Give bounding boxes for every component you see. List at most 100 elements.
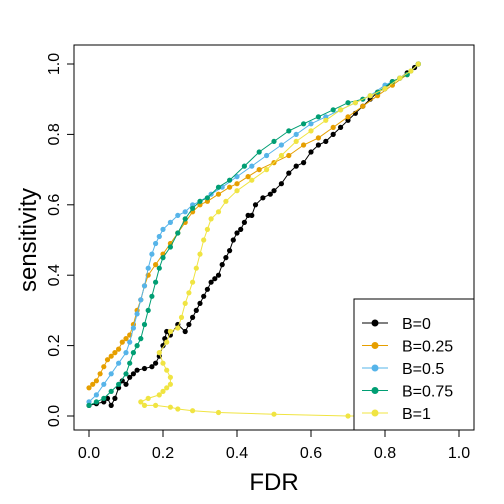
data-point [104, 357, 111, 363]
data-point [215, 272, 222, 278]
data-point [286, 170, 292, 176]
data-point [193, 307, 199, 313]
data-point [186, 290, 192, 296]
y-tick-label: 0.4 [46, 264, 63, 286]
data-point [130, 325, 136, 331]
y-tick-label: 0.6 [46, 194, 63, 216]
x-tick-label: 0.8 [374, 445, 396, 462]
data-point [256, 167, 262, 173]
data-point [223, 198, 229, 204]
data-point [182, 209, 188, 215]
data-point [108, 353, 114, 359]
data-point [108, 388, 114, 394]
data-point [93, 392, 99, 398]
legend-marker [371, 319, 379, 327]
data-point [367, 93, 373, 99]
legend-label: B=0.5 [402, 361, 444, 378]
data-point [167, 381, 173, 387]
data-point [345, 100, 351, 106]
data-point [278, 142, 284, 148]
x-tick-label: 1.0 [448, 445, 470, 462]
data-point [160, 226, 166, 232]
data-point [227, 248, 233, 254]
data-point [149, 251, 155, 257]
data-point [164, 328, 170, 335]
data-point [153, 402, 159, 408]
data-point [138, 399, 144, 405]
data-point [286, 128, 292, 134]
legend-marker [371, 409, 379, 417]
data-point [160, 360, 166, 366]
legend-label: B=0.25 [402, 339, 453, 356]
legend-label: B=0 [402, 316, 431, 333]
data-point [141, 365, 148, 372]
data-point [227, 184, 233, 190]
data-point [167, 374, 173, 380]
data-point [127, 360, 133, 366]
data-point [134, 311, 140, 317]
data-point [323, 138, 329, 144]
series-B=1 [138, 61, 421, 419]
data-point [301, 142, 307, 148]
data-point [156, 233, 162, 240]
data-point [134, 343, 140, 349]
data-point [123, 350, 129, 356]
data-point [141, 402, 148, 408]
legend-label: B=1 [402, 406, 431, 423]
data-point [315, 114, 321, 120]
data-point [130, 371, 136, 377]
data-point [267, 191, 273, 197]
data-point [208, 216, 214, 222]
data-point [308, 149, 314, 155]
data-point [278, 152, 284, 159]
data-point [227, 177, 233, 183]
data-point [175, 212, 181, 218]
data-point [186, 321, 192, 328]
legend-marker [371, 364, 379, 372]
data-point [156, 265, 162, 271]
data-point [123, 336, 129, 342]
data-point [164, 339, 170, 345]
data-point [271, 138, 277, 144]
x-tick-label: 0.6 [300, 445, 322, 462]
data-point [204, 286, 210, 292]
data-point [116, 381, 122, 387]
legend-label: B=0.75 [402, 384, 453, 401]
data-point [241, 219, 247, 225]
y-tick-label: 1.0 [46, 53, 63, 75]
data-point [241, 163, 247, 169]
data-point [260, 195, 266, 201]
data-point [264, 167, 270, 173]
data-point [197, 300, 203, 306]
data-point [175, 230, 181, 236]
data-point [167, 328, 173, 335]
data-point [153, 360, 159, 366]
data-point [330, 131, 336, 137]
data-point [397, 75, 403, 81]
data-point [234, 230, 240, 236]
data-point [245, 174, 251, 180]
data-point [101, 395, 107, 401]
data-point [193, 265, 199, 271]
data-point [167, 404, 173, 410]
data-point [182, 216, 188, 222]
x-axis-label: FDR [249, 469, 298, 496]
data-point [138, 336, 144, 342]
data-point [178, 314, 185, 320]
data-point [145, 395, 151, 401]
data-point [338, 107, 344, 113]
data-point [116, 360, 122, 366]
data-point [130, 350, 136, 356]
data-point [145, 265, 151, 271]
data-point [408, 68, 414, 74]
data-point [182, 328, 188, 335]
y-tick-label: 0.8 [46, 123, 63, 145]
data-point [315, 142, 321, 148]
data-point [86, 402, 92, 408]
data-point [156, 350, 162, 356]
data-point [204, 195, 210, 201]
data-point [127, 339, 133, 345]
data-point [360, 103, 366, 109]
data-point [234, 181, 240, 187]
